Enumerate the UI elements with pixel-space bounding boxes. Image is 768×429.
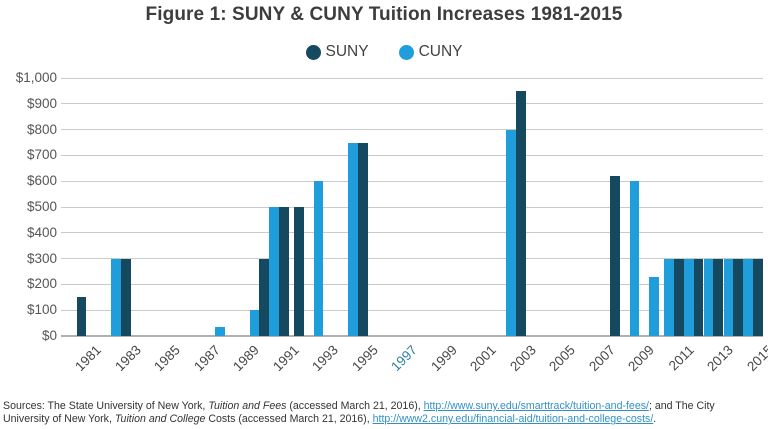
bar-cuny-2009 xyxy=(629,181,640,336)
bar-cuny-2013 xyxy=(703,258,714,336)
source-publication-title: Tuition and College xyxy=(114,413,206,426)
gridline-400 xyxy=(61,232,763,234)
bar-suny-2003 xyxy=(515,90,526,336)
bar-suny-2008 xyxy=(609,176,620,336)
source-text: Sources: The State University of New Yor… xyxy=(3,400,209,412)
legend-item-cuny: CUNY xyxy=(398,43,463,61)
x-tick-label-1995: 1995 xyxy=(349,342,381,375)
bar-suny-2013 xyxy=(713,258,724,336)
x-tick-label-1993: 1993 xyxy=(309,342,342,375)
y-tick-label-1000: $1,000 xyxy=(15,70,57,85)
x-tick-label-2001: 2001 xyxy=(467,342,500,375)
x-tick-label-1981: 1981 xyxy=(72,342,105,375)
y-tick-label-800: $800 xyxy=(26,121,57,137)
x-tick-label-1997: 1997 xyxy=(388,342,421,375)
x-tick-label-1999: 1999 xyxy=(428,342,460,375)
bar-cuny-2014 xyxy=(723,258,734,336)
x-tick-label-1991: 1991 xyxy=(270,342,302,375)
bar-suny-1981 xyxy=(76,297,87,336)
source-line-2: University of New York, Tuition and Coll… xyxy=(3,413,765,426)
x-tick-label-2005: 2005 xyxy=(546,342,579,375)
bar-suny-2014 xyxy=(733,258,743,336)
tuition-bar-chart: Figure 1: SUNY & CUNY Tuition Increases … xyxy=(0,4,768,375)
bar-cuny-1995 xyxy=(348,142,358,336)
bar-cuny-1991 xyxy=(269,207,279,336)
gridline-1000 xyxy=(61,77,763,79)
bar-cuny-1983 xyxy=(111,258,121,336)
x-tick-label-1989: 1989 xyxy=(230,342,263,375)
gridline-200 xyxy=(61,283,763,285)
bar-suny-1995 xyxy=(357,142,368,336)
source-text: Costs (accessed March 21, 2016), xyxy=(205,413,373,426)
bar-cuny-2011 xyxy=(664,258,674,336)
x-tick-label-1985: 1985 xyxy=(151,342,184,375)
y-tick-label-200: $200 xyxy=(26,276,57,292)
source-text: ; and The City xyxy=(648,400,715,412)
y-tick-label-500: $500 xyxy=(26,199,57,214)
gridline-300 xyxy=(61,258,763,260)
y-tick-label-700: $700 xyxy=(26,147,57,163)
gridline-800 xyxy=(61,129,763,131)
y-tick-label-400: $400 xyxy=(26,224,57,240)
y-tick-label-300: $300 xyxy=(26,250,57,266)
x-axis-line xyxy=(61,335,763,337)
source-link[interactable]: http://www2.cuny.edu/financial-aid/tuiti… xyxy=(372,413,654,426)
bar-suny-1991 xyxy=(278,207,289,336)
gridline-600 xyxy=(61,180,763,182)
bar-cuny-2010 xyxy=(649,276,660,336)
figure-title: Figure 1: SUNY & CUNY Tuition Increases … xyxy=(145,4,623,25)
bar-cuny-2015 xyxy=(743,258,753,336)
bar-cuny-1990 xyxy=(249,310,260,336)
bar-cuny-2003 xyxy=(506,129,516,336)
legend-cuny-dot-icon xyxy=(398,44,414,60)
legend-suny-dot-icon xyxy=(305,44,321,60)
bar-suny-2011 xyxy=(673,258,684,336)
source-text: . xyxy=(653,413,657,426)
source-text: University of New York, xyxy=(3,413,115,426)
source-line-1: Sources: The State University of New Yor… xyxy=(3,400,765,413)
x-tick-label-1987: 1987 xyxy=(191,342,223,375)
x-tick-label-2011: 2011 xyxy=(665,342,697,374)
bar-cuny-1993 xyxy=(313,181,324,336)
x-tick-label-2015: 2015 xyxy=(744,342,768,375)
bar-cuny-2012 xyxy=(684,258,694,336)
x-tick-label-1983: 1983 xyxy=(112,342,144,375)
chart-legend: SUNY CUNY xyxy=(0,41,768,63)
y-tick-label-600: $600 xyxy=(26,173,57,189)
source-text: (accessed March 21, 2016), xyxy=(286,400,424,412)
source-link[interactable]: http://www.suny.edu/smarttrack/tuition-a… xyxy=(423,400,649,412)
gridline-100 xyxy=(61,309,763,311)
x-tick-label-2009: 2009 xyxy=(625,342,658,375)
x-tick-label-2007: 2007 xyxy=(586,342,618,375)
bar-suny-1983 xyxy=(120,258,131,336)
source-footer: Sources: The State University of New Yor… xyxy=(3,400,765,427)
gridline-900 xyxy=(61,103,763,105)
bar-suny-1992 xyxy=(293,207,304,336)
y-tick-label-100: $100 xyxy=(26,302,57,318)
y-tick-label-0: $0 xyxy=(41,328,57,343)
x-tick-label-2013: 2013 xyxy=(704,342,737,375)
source-publication-title: Tuition and Fees xyxy=(208,400,287,412)
bar-suny-2012 xyxy=(693,258,704,336)
bar-suny-1990 xyxy=(259,258,269,336)
gridline-700 xyxy=(61,154,763,156)
legend-suny-label: SUNY xyxy=(325,43,369,60)
gridline-500 xyxy=(61,206,763,208)
bar-cuny-1988 xyxy=(214,326,225,336)
bar-suny-2015 xyxy=(752,258,763,336)
y-tick-label-900: $900 xyxy=(26,95,57,111)
legend-cuny-label: CUNY xyxy=(418,43,463,60)
legend-item-suny: SUNY xyxy=(305,43,369,61)
x-tick-label-2003: 2003 xyxy=(507,342,539,375)
